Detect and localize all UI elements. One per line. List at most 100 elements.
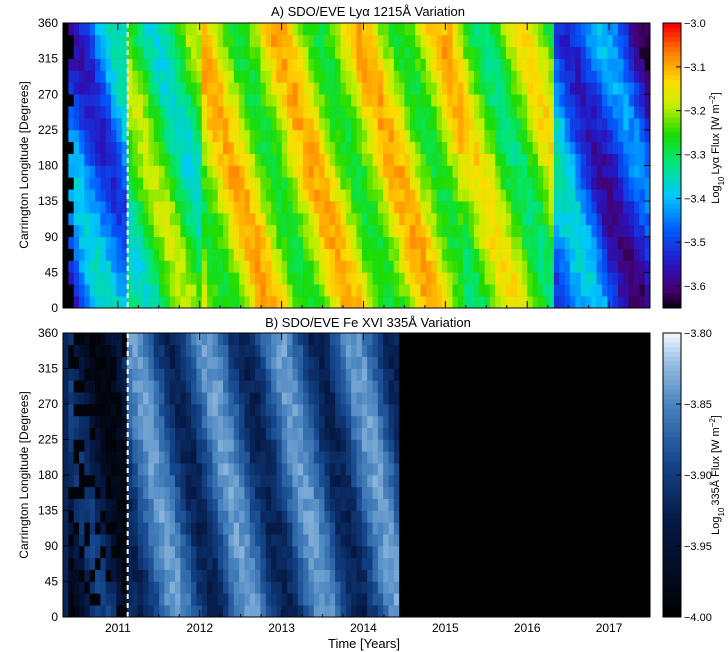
heatmap-cell	[297, 82, 304, 95]
heatmap-cell	[441, 141, 448, 154]
heatmap-cell	[511, 486, 517, 499]
heatmap-cell	[95, 581, 101, 594]
heatmap-cell	[185, 415, 192, 428]
heatmap-cell	[196, 118, 203, 131]
heatmap-cell	[564, 34, 571, 48]
heatmap-cell	[340, 368, 347, 381]
heatmap-cell	[329, 23, 336, 36]
heatmap-cell	[463, 498, 469, 511]
heatmap-cell	[233, 165, 240, 178]
heatmap-cell	[329, 70, 336, 83]
heatmap-cell	[79, 415, 85, 428]
heatmap-cell	[292, 189, 299, 202]
heatmap-cell	[137, 522, 144, 535]
heatmap-cell	[457, 58, 464, 71]
heatmap-cell	[303, 34, 309, 48]
heatmap-cell	[393, 581, 400, 594]
heatmap-cell	[527, 201, 533, 214]
heatmap-cell	[393, 82, 400, 95]
heatmap-cell	[479, 70, 485, 83]
heatmap-cell	[329, 522, 336, 535]
heatmap-cell	[297, 224, 304, 238]
heatmap-cell	[425, 248, 432, 261]
heatmap-cell	[249, 368, 256, 381]
heatmap-cell	[68, 333, 74, 346]
y-tick-label: 135	[38, 194, 58, 208]
heatmap-cell	[644, 34, 651, 48]
heatmap-cell	[207, 189, 213, 202]
heatmap-cell	[607, 58, 613, 71]
heatmap-cell	[228, 82, 235, 95]
heatmap-cell	[116, 34, 122, 48]
heatmap-cell	[105, 70, 112, 83]
heatmap-cell	[484, 356, 491, 369]
heatmap-cell	[105, 546, 112, 559]
heatmap-cell	[548, 296, 555, 309]
heatmap-cell	[585, 94, 592, 107]
heatmap-cell	[185, 23, 192, 36]
heatmap-cell	[425, 510, 432, 523]
heatmap-cell	[351, 569, 357, 582]
heatmap-cell	[191, 284, 197, 297]
heatmap-cell	[180, 534, 187, 547]
heatmap-cell	[127, 34, 133, 48]
heatmap-cell	[319, 451, 325, 464]
heatmap-cell	[175, 213, 181, 226]
heatmap-cell	[553, 165, 560, 178]
heatmap-cell	[505, 284, 512, 297]
heatmap-cell	[623, 82, 629, 95]
heatmap-cell	[452, 605, 459, 618]
heatmap-cell	[84, 46, 90, 59]
heatmap-cell	[111, 34, 117, 48]
heatmap-cell	[303, 248, 309, 261]
heatmap-cell	[585, 165, 592, 178]
heatmap-cell	[425, 333, 432, 346]
heatmap-cell	[260, 557, 267, 570]
heatmap-cell	[329, 272, 336, 285]
heatmap-cell	[351, 404, 357, 417]
heatmap-cell	[89, 34, 96, 48]
heatmap-cell	[159, 522, 165, 535]
heatmap-cell	[265, 34, 272, 48]
heatmap-cell	[463, 356, 469, 369]
heatmap-cell	[169, 284, 176, 297]
heatmap-cell	[212, 165, 219, 178]
heatmap-cell	[100, 605, 106, 618]
heatmap-cell	[169, 236, 176, 249]
heatmap-cell	[159, 510, 165, 523]
heatmap-cell	[68, 546, 74, 559]
heatmap-cell	[324, 380, 331, 393]
heatmap-cell	[201, 46, 208, 59]
heatmap-cell	[505, 213, 512, 226]
heatmap-cell	[292, 106, 299, 119]
heatmap-cell	[313, 546, 320, 559]
heatmap-cell	[79, 344, 85, 357]
heatmap-cell	[527, 593, 533, 606]
heatmap-cell	[521, 118, 528, 131]
heatmap-cell	[308, 344, 315, 357]
heatmap-cell	[79, 165, 85, 178]
heatmap-cell	[324, 141, 331, 154]
heatmap-cell	[420, 201, 427, 214]
heatmap-cell	[543, 58, 549, 71]
heatmap-cell	[169, 451, 176, 464]
colorbar-swatch	[663, 284, 681, 290]
heatmap-cell	[164, 380, 171, 393]
heatmap-cell	[521, 463, 528, 476]
heatmap-cell	[105, 392, 112, 405]
heatmap-cell	[489, 284, 496, 297]
heatmap-cell	[79, 498, 85, 511]
heatmap-cell	[473, 415, 480, 428]
heatmap-cell	[89, 593, 96, 606]
heatmap-cell	[511, 439, 517, 452]
heatmap-cell	[431, 333, 437, 346]
heatmap-cell	[441, 510, 448, 523]
heatmap-cell	[543, 141, 549, 154]
heatmap-cell	[228, 165, 235, 178]
heatmap-cell	[596, 165, 603, 178]
heatmap-cell	[292, 451, 299, 464]
heatmap-cell	[239, 153, 245, 166]
heatmap-cell	[313, 593, 320, 606]
heatmap-cell	[404, 260, 411, 273]
heatmap-cell	[159, 248, 165, 261]
